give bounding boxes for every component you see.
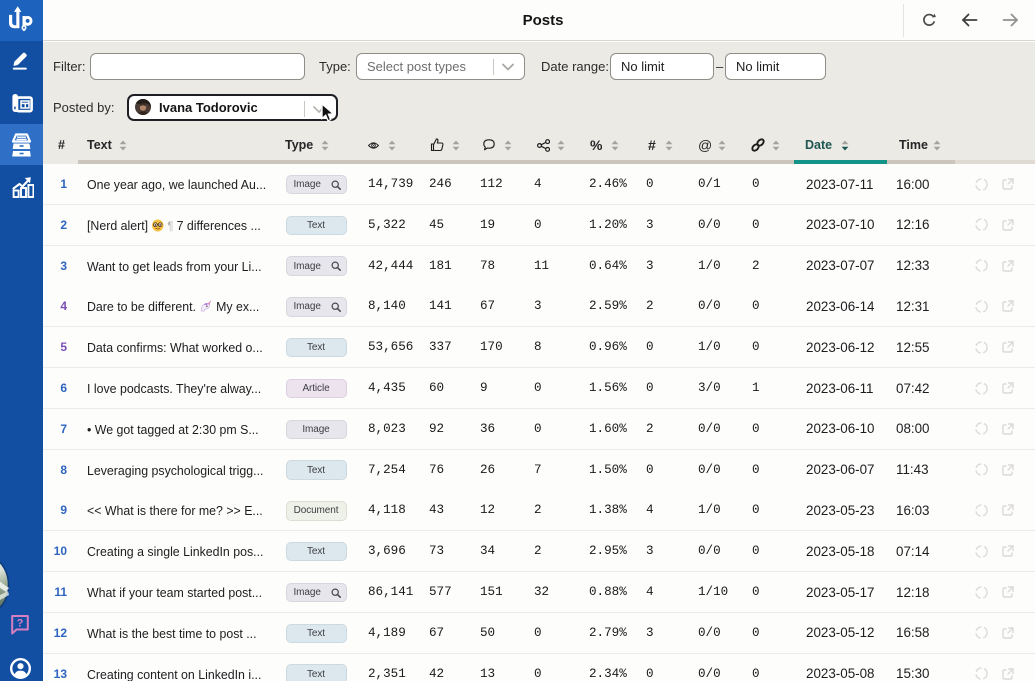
svg-text:?: ? <box>17 618 24 630</box>
